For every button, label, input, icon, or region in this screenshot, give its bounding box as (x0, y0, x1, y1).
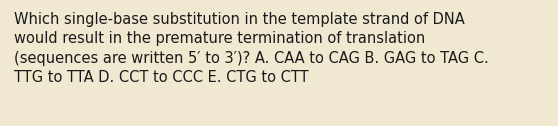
Text: TTG to TTA D. CCT to CCC E. CTG to CTT: TTG to TTA D. CCT to CCC E. CTG to CTT (14, 70, 309, 85)
Text: Which single-base substitution in the template strand of DNA: Which single-base substitution in the te… (14, 12, 465, 27)
Text: would result in the premature termination of translation: would result in the premature terminatio… (14, 31, 425, 46)
Text: (sequences are written 5′ to 3′)? A. CAA to CAG B. GAG to TAG C.: (sequences are written 5′ to 3′)? A. CAA… (14, 51, 489, 66)
